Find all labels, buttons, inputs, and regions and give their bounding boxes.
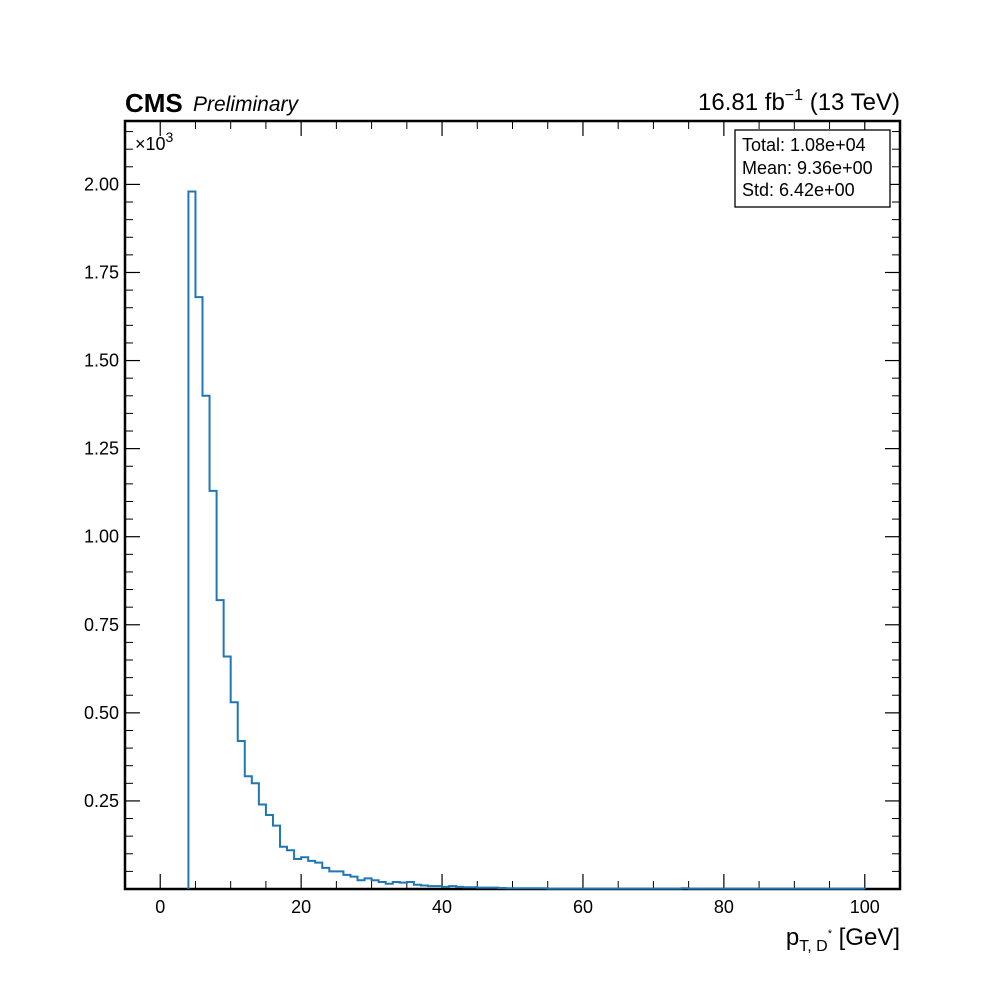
- y-tick-label: 0.75: [84, 615, 119, 635]
- y-tick-label: 0.50: [84, 703, 119, 723]
- lumi-spacer: [803, 89, 810, 116]
- histogram-series-line: [187, 190, 866, 890]
- x-tick-label: 20: [291, 897, 311, 917]
- x-tick-label: 60: [573, 897, 593, 917]
- x-tick-label: 80: [714, 897, 734, 917]
- experiment-label: CMS: [125, 88, 183, 118]
- x-label-spacer: [832, 924, 839, 951]
- stats-total: Total: 1.08e+04: [742, 135, 866, 155]
- y-tick-label: 1.25: [84, 439, 119, 459]
- y-tick-label: 2.00: [84, 174, 119, 194]
- stats-mean: Mean: 9.36e+00: [742, 158, 873, 178]
- x-label-main: p: [786, 924, 799, 951]
- x-axis-label: pT, D* [GeV]: [786, 924, 900, 955]
- x-tick-label: 0: [155, 897, 165, 917]
- x-label-subscript: T, D: [799, 938, 827, 955]
- stats-box: [734, 129, 891, 208]
- y-tick-label: 1.50: [84, 351, 119, 371]
- y-tick-label: 1.00: [84, 527, 119, 547]
- x-label-unit: [GeV]: [839, 924, 900, 951]
- lumi-exponent: −1: [785, 87, 803, 104]
- x-tick-label: 100: [850, 897, 880, 917]
- plot-frame: [123, 119, 902, 891]
- y-axis-multiplier: ×103: [135, 129, 174, 154]
- y-tick-label: 0.25: [84, 791, 119, 811]
- y-multiplier-exponent: 3: [166, 129, 174, 145]
- axis-tick-labels: 0 20 40 60 80 100 0.25 0.50 0.75 1.00 1.25 1.50 1.75…: [84, 174, 880, 917]
- x-label-superscript: *: [828, 928, 833, 940]
- energy-label: (13 TeV): [810, 89, 900, 116]
- lumi-value: 16.81 fb: [698, 89, 785, 116]
- y-tick-label: 1.75: [84, 262, 119, 282]
- axis-ticks: [125, 121, 900, 889]
- status-label: Preliminary: [193, 93, 300, 116]
- y-multiplier-prefix: ×10: [135, 134, 166, 154]
- x-tick-label: 40: [432, 897, 452, 917]
- luminosity-label: 16.81 fb−1 (13 TeV): [698, 87, 900, 116]
- stats-std: Std: 6.42e+00: [742, 180, 855, 200]
